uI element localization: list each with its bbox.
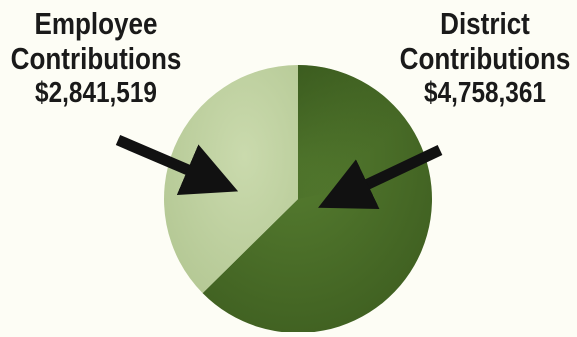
district-label-line1: District xyxy=(440,6,530,41)
employee-callout-arrow xyxy=(115,134,239,196)
district-label-line2: Contributions xyxy=(399,41,571,76)
employee-label-line2: Contributions xyxy=(10,41,182,76)
district-amount: $4,758,361 xyxy=(424,77,546,109)
employee-amount: $2,841,519 xyxy=(35,77,157,109)
callout-arrows xyxy=(115,134,443,210)
district-callout-arrow xyxy=(318,145,443,210)
employee-label-line1: Employee xyxy=(34,6,158,41)
employee-contributions-label: Employee Contributions $2,841,519 xyxy=(4,6,189,111)
district-contributions-label: District Contributions $4,758,361 xyxy=(397,6,573,111)
pie-slices xyxy=(164,64,433,333)
